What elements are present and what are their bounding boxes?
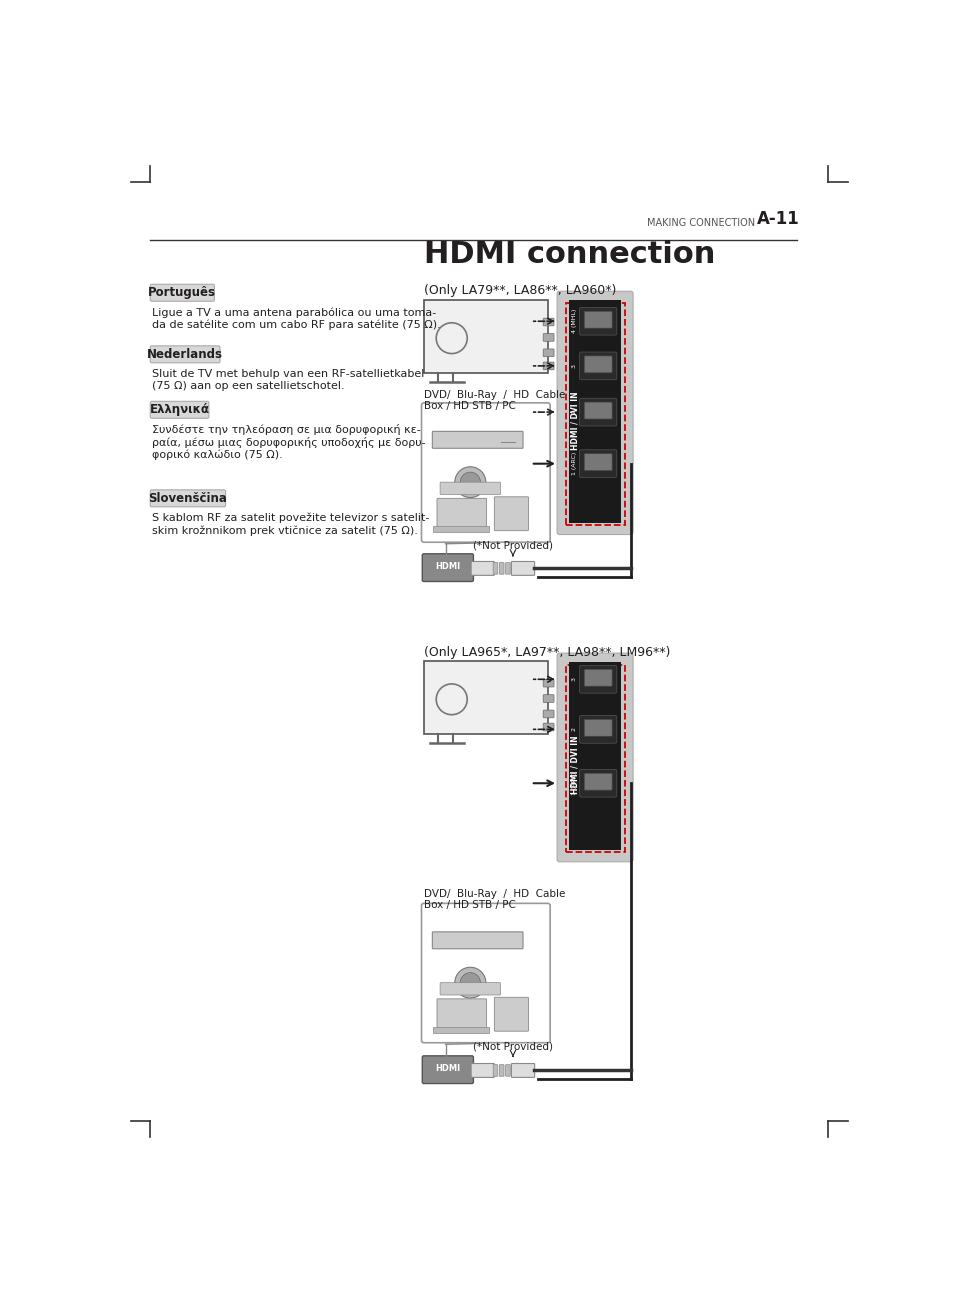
FancyBboxPatch shape (432, 431, 522, 448)
FancyBboxPatch shape (471, 1064, 494, 1078)
Text: HDMI / DVI IN: HDMI / DVI IN (570, 736, 578, 794)
FancyBboxPatch shape (439, 982, 500, 995)
FancyBboxPatch shape (542, 695, 554, 702)
Bar (565, 665, 624, 852)
FancyBboxPatch shape (542, 361, 554, 369)
Text: Português: Português (148, 287, 216, 300)
Text: (Only LA79**, LA86**, LA960*): (Only LA79**, LA86**, LA960*) (423, 284, 616, 297)
Text: 2: 2 (571, 727, 576, 731)
FancyBboxPatch shape (579, 449, 617, 478)
Text: Συνδέστε την τηλεόραση σε μια δορυφορική κε-
ραία, μέσω μιας δορυφορικής υποδοχή: Συνδέστε την τηλεόραση σε μια δορυφορική… (152, 425, 425, 461)
FancyBboxPatch shape (439, 482, 500, 494)
Bar (565, 303, 624, 524)
FancyBboxPatch shape (542, 679, 554, 687)
FancyBboxPatch shape (433, 1026, 488, 1033)
FancyBboxPatch shape (493, 563, 497, 574)
FancyBboxPatch shape (493, 1065, 497, 1077)
FancyBboxPatch shape (583, 402, 612, 420)
Text: 1 (ARC): 1 (ARC) (571, 772, 576, 795)
FancyBboxPatch shape (542, 318, 554, 325)
Text: Ελληνικά: Ελληνικά (150, 403, 210, 416)
FancyBboxPatch shape (422, 554, 473, 581)
FancyBboxPatch shape (583, 453, 612, 471)
Text: 3: 3 (571, 364, 576, 368)
FancyBboxPatch shape (494, 998, 528, 1032)
Text: A-11: A-11 (756, 210, 799, 229)
FancyBboxPatch shape (150, 489, 225, 507)
FancyBboxPatch shape (423, 300, 547, 373)
FancyBboxPatch shape (583, 719, 612, 736)
Text: (*Not Provided): (*Not Provided) (473, 1042, 553, 1052)
Bar (568, 661, 620, 851)
FancyBboxPatch shape (579, 769, 617, 797)
FancyBboxPatch shape (421, 403, 550, 542)
FancyBboxPatch shape (498, 1065, 503, 1077)
Text: Nederlands: Nederlands (147, 347, 223, 361)
FancyBboxPatch shape (579, 352, 617, 380)
FancyBboxPatch shape (542, 710, 554, 718)
FancyBboxPatch shape (423, 661, 547, 735)
FancyBboxPatch shape (579, 398, 617, 426)
FancyBboxPatch shape (579, 715, 617, 744)
FancyBboxPatch shape (433, 525, 488, 532)
FancyBboxPatch shape (421, 904, 550, 1043)
FancyBboxPatch shape (557, 653, 633, 862)
Text: 1 (ARC): 1 (ARC) (571, 452, 576, 475)
FancyBboxPatch shape (583, 311, 612, 328)
FancyBboxPatch shape (436, 498, 486, 528)
Bar (568, 300, 620, 523)
FancyBboxPatch shape (511, 562, 534, 576)
Text: DVD/  Blu-Ray  /  HD  Cable
Box / HD STB / PC: DVD/ Blu-Ray / HD Cable Box / HD STB / P… (423, 888, 564, 910)
FancyBboxPatch shape (557, 292, 633, 534)
FancyBboxPatch shape (579, 665, 617, 693)
Text: 3: 3 (571, 678, 576, 682)
FancyBboxPatch shape (432, 932, 522, 949)
FancyBboxPatch shape (505, 563, 510, 574)
FancyBboxPatch shape (422, 1056, 473, 1083)
Circle shape (455, 467, 485, 497)
FancyBboxPatch shape (150, 346, 220, 363)
FancyBboxPatch shape (498, 563, 503, 574)
FancyBboxPatch shape (150, 402, 209, 418)
FancyBboxPatch shape (579, 307, 617, 336)
Text: MAKING CONNECTION: MAKING CONNECTION (646, 218, 754, 229)
Text: (*Not Provided): (*Not Provided) (473, 541, 553, 551)
FancyBboxPatch shape (583, 356, 612, 373)
FancyBboxPatch shape (494, 497, 528, 531)
FancyBboxPatch shape (471, 562, 494, 576)
FancyBboxPatch shape (436, 999, 486, 1028)
Text: Ligue a TV a uma antena parabólica ou uma toma-
da de satélite com um cabo RF pa: Ligue a TV a uma antena parabólica ou um… (152, 307, 440, 330)
Text: S kablom RF za satelit povežite televizor s satelit-
skim krožnnikom prek vtični: S kablom RF za satelit povežite televizo… (152, 513, 429, 536)
Text: Slovenščina: Slovenščina (149, 492, 227, 505)
Text: (Only LA965*, LA97**, LA98**, LM96**): (Only LA965*, LA97**, LA98**, LM96**) (423, 647, 670, 660)
Text: HDMI: HDMI (435, 1064, 460, 1073)
FancyBboxPatch shape (542, 333, 554, 341)
Text: 2: 2 (571, 411, 576, 414)
FancyBboxPatch shape (583, 669, 612, 687)
Circle shape (459, 972, 480, 993)
Text: HDMI connection: HDMI connection (423, 240, 715, 269)
Circle shape (459, 473, 480, 492)
FancyBboxPatch shape (150, 284, 214, 301)
Circle shape (455, 967, 485, 998)
FancyBboxPatch shape (511, 1064, 534, 1078)
Text: DVD/  Blu-Ray  /  HD  Cable
Box / HD STB / PC: DVD/ Blu-Ray / HD Cable Box / HD STB / P… (423, 390, 564, 412)
Text: HDMI: HDMI (435, 562, 460, 571)
FancyBboxPatch shape (542, 349, 554, 356)
Text: 4 (MHL): 4 (MHL) (571, 309, 576, 333)
Text: HDMI / DVI IN: HDMI / DVI IN (570, 391, 578, 449)
FancyBboxPatch shape (505, 1065, 510, 1077)
FancyBboxPatch shape (542, 723, 554, 731)
FancyBboxPatch shape (583, 773, 612, 790)
Text: Sluit de TV met behulp van een RF-satellietkabel
(75 Ω) aan op een satellietscho: Sluit de TV met behulp van een RF-satell… (152, 369, 424, 391)
